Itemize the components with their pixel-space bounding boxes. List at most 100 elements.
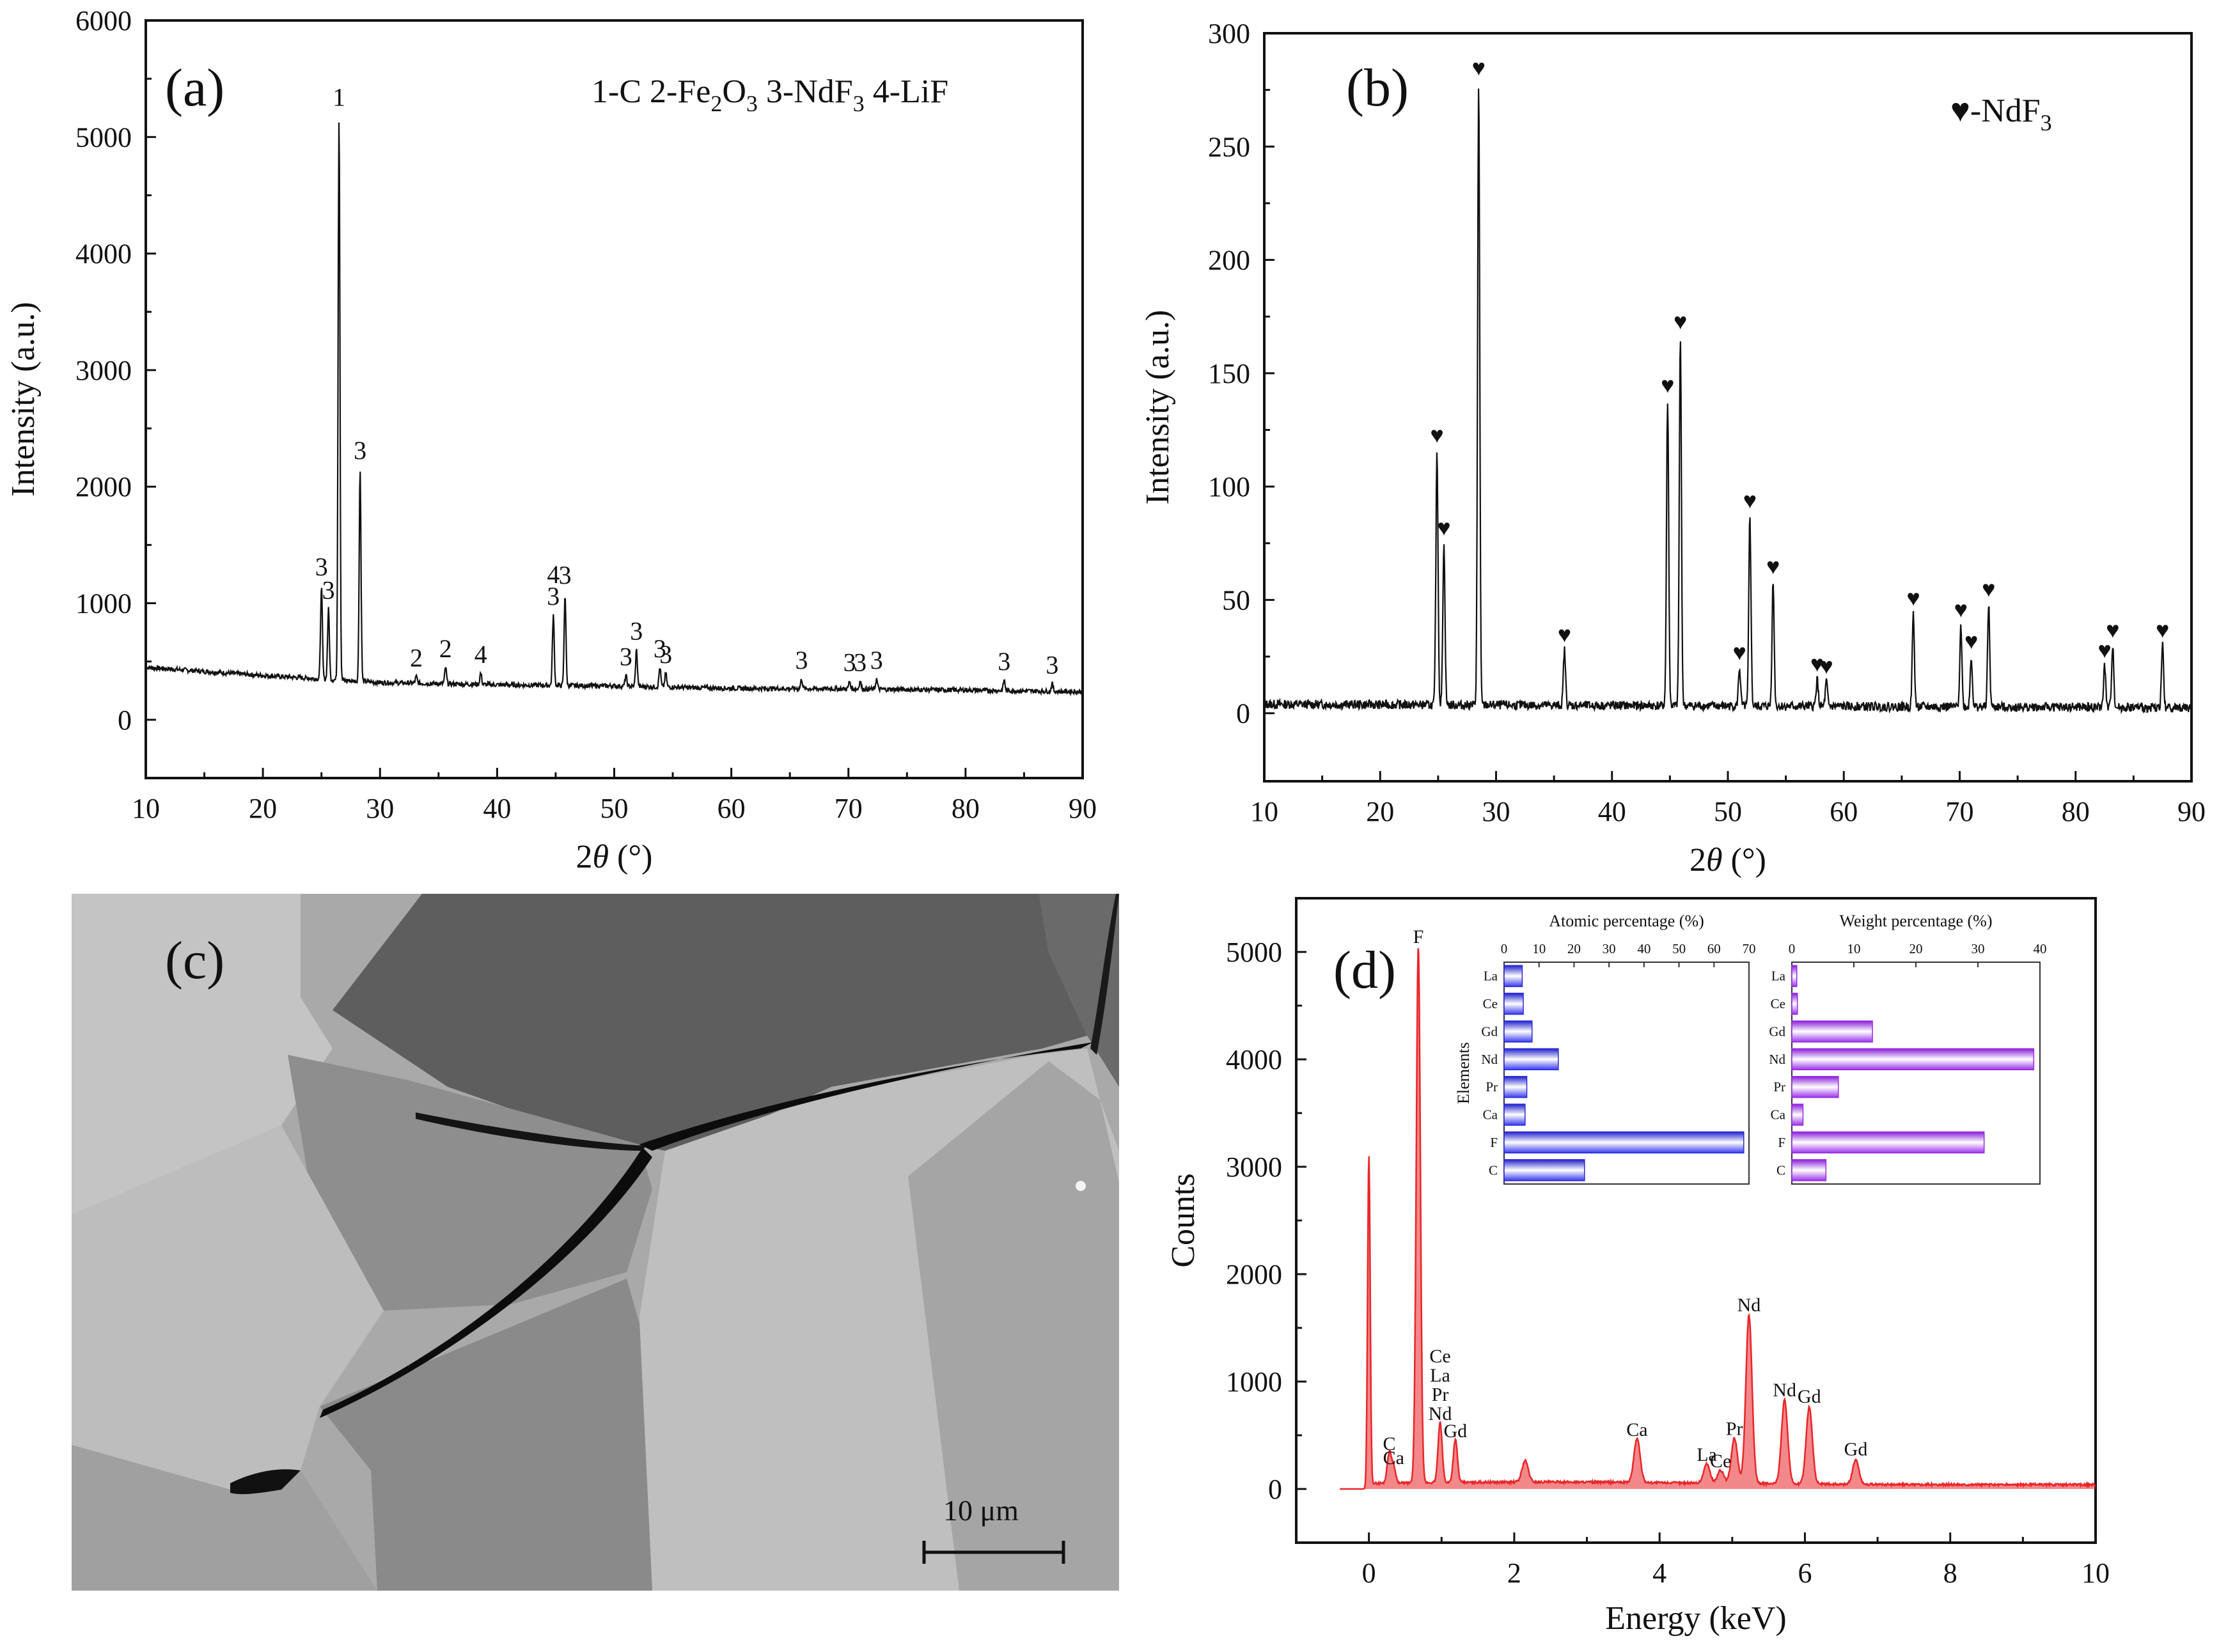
chart-a-peak-label: 3 xyxy=(654,634,666,663)
chart-d-inset-2-category-label: Nd xyxy=(1769,1052,1785,1067)
chart-a-legend-sub: 3 xyxy=(746,91,758,116)
chart-d-peak-label: Ca xyxy=(1626,1419,1647,1440)
chart-d-y-tick-label: 2000 xyxy=(1226,1259,1282,1290)
chart-a-peak-label: 1 xyxy=(333,82,345,111)
chart-d-x-tick-label: 4 xyxy=(1652,1557,1666,1589)
chart-b-legend-marker: ♥ xyxy=(1950,93,1970,129)
chart-d-x-tick-label: 2 xyxy=(1507,1557,1521,1589)
chart-d-peak-label: Pr xyxy=(1726,1418,1743,1439)
chart-b-y-tick-label: 50 xyxy=(1222,584,1250,616)
scale-bar-label: 10 μm xyxy=(943,1494,1019,1527)
chart-b-legend-text: -NdF xyxy=(1970,93,2041,129)
chart-a-x-tick-label: 60 xyxy=(717,793,746,824)
chart-d-peak-label: La xyxy=(1430,1365,1450,1386)
chart-d-peak-label: Nd xyxy=(1429,1403,1452,1424)
chart-d-inset-2-category-label: C xyxy=(1776,1162,1785,1178)
chart-a-x-tick-label: 20 xyxy=(249,793,277,824)
chart-d-inset-1-category-label: Nd xyxy=(1481,1052,1498,1067)
sem-crack xyxy=(230,1469,301,1495)
chart-a-y-tick-label: 4000 xyxy=(75,238,132,270)
chart-d-peak-label: Ce xyxy=(1710,1451,1731,1472)
chart-a-peak-label: 3 xyxy=(322,576,335,605)
chart-d-inset-2-category-label: Gd xyxy=(1769,1024,1785,1039)
chart-b-x-tick-label: 10 xyxy=(1250,796,1278,827)
chart-d-inset-2-x-tick-label: 40 xyxy=(2034,941,2047,956)
chart-d-inset-1-category-label: Ce xyxy=(1483,996,1498,1011)
chart-b-peak-marker: ♥ xyxy=(1810,651,1824,676)
chart-a-legend-part: 1-C 2-Fe xyxy=(592,74,710,110)
chart-d-inset-1-bar xyxy=(1503,1103,1526,1126)
chart-a-peak-label: 2 xyxy=(439,634,452,663)
chart-b-peak-marker: ♥ xyxy=(1661,372,1674,398)
sem-particle xyxy=(1076,1181,1086,1191)
chart-d-y-tick-label: 3000 xyxy=(1226,1151,1282,1183)
sem-grain-dark xyxy=(333,894,1087,1151)
panel-label-d: (d) xyxy=(1333,940,1396,1000)
chart-d-inset-2-bar xyxy=(1791,965,1798,987)
chart-a-peak-label: 3 xyxy=(659,640,672,669)
chart-b-x-tick-label: 40 xyxy=(1598,796,1626,827)
chart-b-x-axis-title-post: (°) xyxy=(1723,842,1766,878)
chart-d-inset-2-category-label: Pr xyxy=(1773,1079,1785,1095)
chart-d-inset-1-x-tick-label: 0 xyxy=(1501,941,1508,956)
panel-label-b: (b) xyxy=(1346,58,1409,118)
chart-b-x-tick-label: 60 xyxy=(1830,796,1858,827)
chart-b-peak-marker: ♥ xyxy=(1766,554,1780,579)
chart-a-x-tick-label: 40 xyxy=(483,793,511,824)
chart-d-peak-label: La xyxy=(1697,1444,1717,1465)
chart-d-inset-1-x-tick-label: 50 xyxy=(1672,941,1686,956)
chart-a-xrd-series xyxy=(145,122,1084,697)
chart-a-x-tick-label: 70 xyxy=(835,793,863,824)
chart-b-peak-marker: ♥ xyxy=(1819,653,1833,679)
chart-a-peak-label: 3 xyxy=(630,616,643,645)
chart-a-x-tick-label: 10 xyxy=(132,793,160,824)
chart-d-inset-2-title: Weight percentage (%) xyxy=(1839,912,1992,930)
chart-d-inset-1-category-label: Ca xyxy=(1483,1107,1498,1123)
chart-d-inset-1-category-label: Pr xyxy=(1486,1079,1498,1095)
chart-b-x-axis-title-pre: 2 xyxy=(1690,842,1706,878)
sem-crack xyxy=(1090,894,1119,1055)
chart-b-peak-marker: ♥ xyxy=(1674,309,1687,334)
chart-b-legend: ♥-NdF3 xyxy=(1950,93,2052,136)
chart-b-peak-marker: ♥ xyxy=(1437,515,1450,541)
chart-d-inset-2-bar xyxy=(1791,1159,1827,1181)
chart-b-x-tick-label: 80 xyxy=(2062,796,2090,827)
chart-d-inset-1-title: Atomic percentage (%) xyxy=(1549,912,1704,930)
chart-d-inset-2-category-label: Ca xyxy=(1771,1107,1786,1123)
chart-d-y-tick-label: 5000 xyxy=(1226,937,1282,968)
chart-b-x-tick-label: 90 xyxy=(2177,796,2206,827)
chart-b-x-axis-title: 2θ (°) xyxy=(1690,842,1766,878)
chart-d-inset-2-bar xyxy=(1791,992,1798,1015)
chart-d-peak-label: Pr xyxy=(1432,1384,1449,1405)
chart-b-x-axis-title-theta: θ xyxy=(1706,842,1723,878)
chart-d-inset-1-category-label: F xyxy=(1490,1135,1498,1150)
chart-a-y-tick-label: 6000 xyxy=(75,5,132,36)
sem-grain xyxy=(288,1055,652,1311)
chart-a-x-tick-label: 50 xyxy=(600,793,629,824)
chart-d-y-axis-title: Counts xyxy=(1165,1173,1202,1267)
chart-b-peak-marker: ♥ xyxy=(2156,617,2169,643)
chart-a-y-tick-label: 1000 xyxy=(75,588,132,620)
chart-a-peak-label: 3 xyxy=(620,643,632,671)
chart-a-legend-sub: 2 xyxy=(710,91,722,116)
chart-a-x-tick-label: 80 xyxy=(952,793,980,824)
chart-b-y-tick-label: 300 xyxy=(1208,18,1250,49)
chart-a-peak-label: 3 xyxy=(998,647,1010,676)
xrd-panel-b: 10 20 30 40 50 60 70 80 90 0 50 100 150 200 250 300 Inte… xyxy=(1140,18,2206,878)
chart-a-legend-part: 4-LiF xyxy=(865,74,948,110)
chart-b-peak-marker: ♥ xyxy=(2097,637,2111,663)
chart-d-x-tick-label: 8 xyxy=(1943,1557,1957,1589)
chart-a-peak-label: 3 xyxy=(843,648,856,677)
chart-a-peak-label: 4 xyxy=(547,560,560,589)
chart-d-inset-1-category-label: Gd xyxy=(1481,1024,1498,1039)
chart-a-peak-label: 3 xyxy=(354,436,366,465)
chart-a-peak-label: 3 xyxy=(796,646,808,674)
chart-a-peak-label: 3 xyxy=(870,646,883,674)
chart-d-peak-label: F xyxy=(1413,926,1424,947)
chart-b-y-tick-label: 150 xyxy=(1208,358,1250,389)
chart-a-y-tick-label: 2000 xyxy=(75,471,132,503)
chart-d-y-tick-label: 1000 xyxy=(1226,1366,1282,1398)
chart-d-peak-label: Gd xyxy=(1844,1438,1868,1460)
chart-a-x-axis-title-pre: 2 xyxy=(576,839,593,875)
